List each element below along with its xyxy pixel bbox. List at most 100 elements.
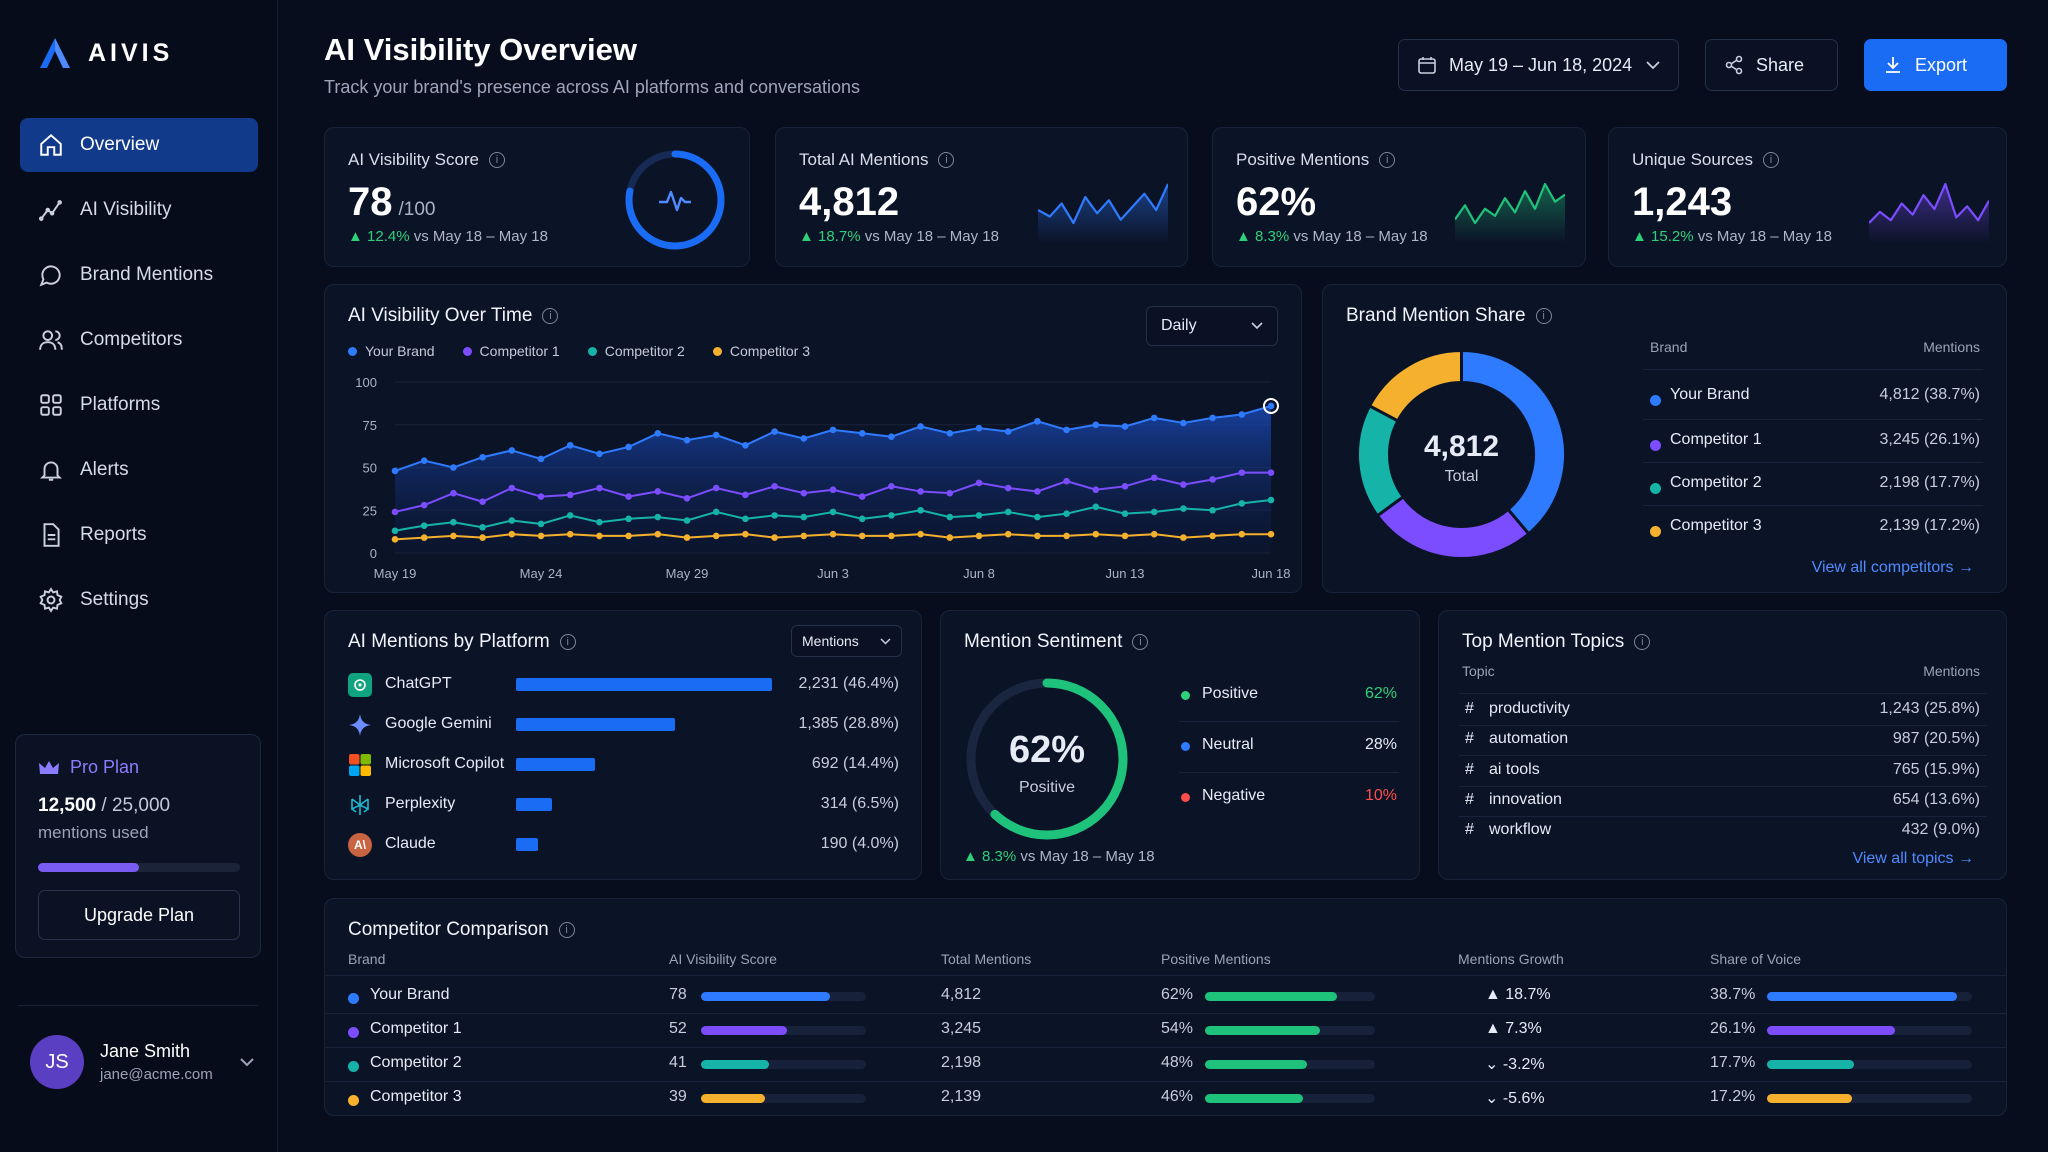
sidebar-item-brand-mentions[interactable]: Brand Mentions: [20, 248, 258, 302]
data-point[interactable]: [420, 522, 428, 529]
sidebar-item-reports[interactable]: Reports: [20, 508, 258, 562]
data-point[interactable]: [888, 512, 895, 519]
data-point[interactable]: [537, 520, 545, 528]
info-icon[interactable]: i: [1762, 152, 1779, 168]
data-point[interactable]: [1004, 428, 1012, 435]
legend-item[interactable]: Your Brand: [348, 343, 435, 359]
data-point[interactable]: [1209, 414, 1216, 422]
data-point[interactable]: [479, 524, 486, 531]
share-button[interactable]: Share: [1705, 39, 1838, 91]
logo[interactable]: AIVIS: [36, 36, 173, 70]
data-point[interactable]: [625, 443, 632, 451]
data-point[interactable]: [888, 433, 895, 441]
data-point[interactable]: [800, 435, 808, 442]
view-all-topics-link[interactable]: View all topics →: [1852, 850, 1974, 867]
data-point[interactable]: [508, 484, 516, 492]
legend-item[interactable]: Competitor 1: [462, 343, 560, 359]
data-point[interactable]: [946, 489, 954, 497]
data-point[interactable]: [1267, 496, 1275, 504]
data-point[interactable]: [1034, 513, 1041, 521]
data-point[interactable]: [683, 436, 691, 444]
data-point[interactable]: [917, 488, 924, 495]
data-point[interactable]: [917, 530, 924, 538]
data-point[interactable]: [1004, 484, 1012, 492]
data-point[interactable]: [1092, 530, 1100, 538]
visibility-line-chart[interactable]: 0 25 50 75 100 May 19 May 24 May 29 Jun 3 Jun 8 Ju…: [325, 365, 1301, 590]
data-point[interactable]: [975, 532, 983, 540]
data-point[interactable]: [1063, 477, 1070, 485]
data-point[interactable]: [858, 515, 866, 523]
data-point[interactable]: [654, 530, 662, 538]
highlight-point[interactable]: [1263, 397, 1279, 414]
data-point[interactable]: [742, 515, 749, 523]
data-point[interactable]: [654, 513, 662, 521]
data-point[interactable]: [712, 431, 720, 439]
data-point[interactable]: [1267, 469, 1275, 476]
data-point[interactable]: [742, 530, 749, 538]
data-point[interactable]: [1150, 474, 1158, 482]
data-point[interactable]: [596, 532, 603, 540]
data-point[interactable]: [858, 532, 866, 540]
data-point[interactable]: [829, 508, 837, 516]
data-point[interactable]: [683, 494, 691, 502]
data-point[interactable]: [712, 484, 720, 492]
data-point[interactable]: [566, 441, 574, 449]
data-point[interactable]: [946, 534, 954, 541]
data-point[interactable]: [1063, 510, 1070, 517]
data-point[interactable]: [1034, 418, 1041, 425]
data-point[interactable]: [1180, 481, 1187, 488]
data-point[interactable]: [1209, 476, 1216, 483]
data-point[interactable]: [1209, 506, 1216, 514]
info-icon[interactable]: i: [489, 152, 506, 168]
data-point[interactable]: [537, 455, 545, 463]
data-point[interactable]: [1034, 488, 1041, 495]
data-point[interactable]: [566, 491, 574, 499]
data-point[interactable]: [1209, 532, 1216, 540]
data-point[interactable]: [946, 513, 954, 521]
info-icon[interactable]: i: [1379, 152, 1396, 168]
data-point[interactable]: [829, 486, 837, 494]
donut-slice[interactable]: [1367, 348, 1463, 423]
data-point[interactable]: [450, 532, 457, 540]
donut-slice[interactable]: [1460, 348, 1567, 536]
data-point[interactable]: [625, 532, 632, 540]
sidebar-item-platforms[interactable]: Platforms: [20, 378, 258, 432]
data-point[interactable]: [800, 513, 808, 521]
data-point[interactable]: [566, 512, 574, 519]
data-point[interactable]: [771, 483, 778, 490]
data-point[interactable]: [537, 532, 545, 540]
data-point[interactable]: [917, 423, 924, 430]
data-point[interactable]: [1121, 510, 1129, 517]
data-point[interactable]: [450, 464, 457, 471]
data-point[interactable]: [1150, 414, 1158, 422]
data-point[interactable]: [420, 457, 428, 464]
data-point[interactable]: [1238, 500, 1246, 507]
data-point[interactable]: [654, 488, 662, 495]
data-point[interactable]: [654, 430, 662, 437]
data-point[interactable]: [975, 479, 983, 487]
data-point[interactable]: [596, 450, 603, 458]
data-point[interactable]: [391, 467, 399, 475]
data-point[interactable]: [771, 428, 778, 435]
info-icon[interactable]: i: [559, 634, 576, 650]
data-point[interactable]: [1180, 534, 1187, 541]
info-icon[interactable]: i: [558, 922, 575, 938]
data-point[interactable]: [800, 489, 808, 497]
info-icon[interactable]: i: [1634, 634, 1651, 650]
granularity-select[interactable]: Daily: [1146, 306, 1278, 346]
data-point[interactable]: [596, 484, 603, 492]
data-point[interactable]: [508, 517, 516, 524]
data-point[interactable]: [1238, 469, 1246, 476]
legend-item[interactable]: Competitor 2: [587, 343, 685, 359]
data-point[interactable]: [625, 493, 632, 500]
data-point[interactable]: [712, 508, 720, 516]
data-point[interactable]: [1121, 483, 1129, 490]
data-point[interactable]: [946, 430, 954, 437]
info-icon[interactable]: i: [1132, 634, 1149, 650]
info-icon[interactable]: i: [938, 152, 955, 168]
data-point[interactable]: [625, 515, 632, 523]
data-point[interactable]: [888, 532, 895, 540]
data-point[interactable]: [683, 534, 691, 541]
data-point[interactable]: [829, 426, 837, 434]
data-point[interactable]: [975, 512, 983, 519]
